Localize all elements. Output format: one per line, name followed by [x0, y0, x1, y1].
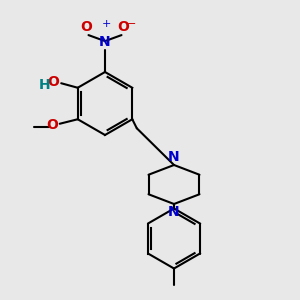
Text: O: O — [80, 20, 92, 34]
Text: N: N — [99, 34, 111, 49]
Text: N: N — [168, 150, 180, 164]
Text: O: O — [46, 118, 58, 132]
Text: O: O — [47, 75, 59, 89]
Text: O: O — [118, 20, 130, 34]
Text: H: H — [39, 78, 51, 92]
Text: +: + — [102, 19, 111, 29]
Text: −: − — [127, 19, 137, 29]
Text: N: N — [168, 205, 180, 219]
